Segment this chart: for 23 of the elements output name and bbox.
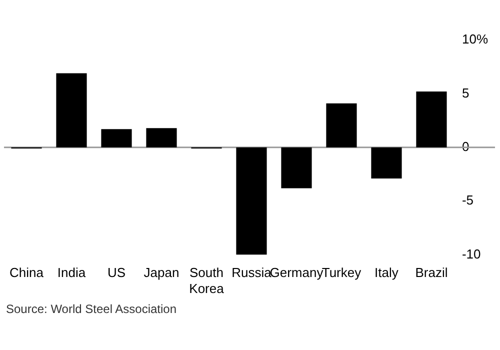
bar <box>281 147 312 188</box>
x-tick-label: US <box>107 265 126 280</box>
y-tick-label: -5 <box>462 192 474 208</box>
x-tick-label: Brazil <box>415 265 448 280</box>
bar <box>236 147 267 255</box>
x-tick-label: China <box>10 265 44 280</box>
x-tick-label: Turkey <box>322 265 362 280</box>
source-note: Source: World Steel Association <box>6 302 178 316</box>
y-tick-label: 10% <box>462 32 488 47</box>
bar <box>146 128 177 148</box>
bar <box>416 92 447 148</box>
x-tick-label: Italy <box>374 265 399 280</box>
x-tick-label: Japan <box>144 265 180 280</box>
x-tick-label: Russia <box>232 265 272 280</box>
bar <box>56 73 87 148</box>
y-tick-label: 5 <box>462 85 470 100</box>
bar <box>371 147 402 179</box>
x-tick-label: India <box>57 265 86 280</box>
x-tick-label: Germany <box>270 265 324 280</box>
bar <box>326 103 357 148</box>
y-tick-label: -10 <box>462 246 481 262</box>
x-tick-label: South Korea <box>189 265 225 296</box>
bar <box>101 129 132 148</box>
